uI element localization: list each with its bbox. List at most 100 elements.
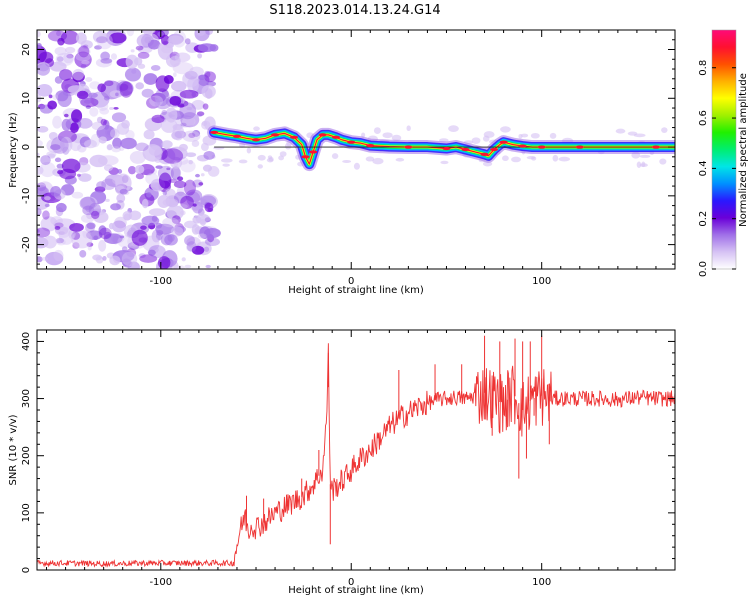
- noise-blob: [448, 125, 459, 133]
- spectrogram-y-axis-label: Frequency (Hz): [8, 112, 19, 188]
- noise-blob: [50, 144, 61, 151]
- noise-blob: [108, 222, 115, 230]
- y-tick-label: 300: [21, 389, 32, 408]
- noise-blob: [161, 140, 173, 149]
- noise-blob: [391, 134, 402, 142]
- noise-blob: [78, 173, 92, 182]
- noise-blob: [161, 109, 167, 116]
- noise-blob: [157, 256, 171, 269]
- noise-blob: [56, 163, 64, 169]
- noise-blob: [39, 161, 56, 178]
- noise-blob: [88, 202, 101, 217]
- snr-series: [37, 335, 675, 568]
- noise-blob: [37, 63, 51, 76]
- snr-x-axis-label: Height of straight line (km): [288, 585, 424, 596]
- noise-blob: [55, 207, 64, 217]
- noise-blob: [192, 203, 197, 207]
- noise-blob: [177, 156, 189, 165]
- noise-blob: [182, 130, 201, 142]
- noise-blob: [135, 45, 144, 51]
- noise-blob: [81, 60, 90, 65]
- noise-blob: [115, 92, 119, 97]
- noise-blob: [172, 61, 194, 75]
- noise-blob: [37, 196, 42, 202]
- noise-blob: [91, 121, 106, 131]
- noise-blob: [117, 169, 123, 174]
- noise-blob: [200, 173, 205, 177]
- noise-blob: [205, 264, 211, 269]
- colorbar-tick-label: 0.8: [698, 60, 709, 76]
- noise-blob: [253, 126, 260, 131]
- noise-blob: [126, 30, 135, 37]
- noise-blob: [37, 83, 53, 97]
- noise-blob: [148, 208, 166, 217]
- noise-blob: [178, 143, 188, 152]
- noise-blob: [185, 152, 197, 158]
- noise-blob: [160, 118, 178, 133]
- noise-blob: [40, 216, 58, 232]
- noise-blob: [530, 132, 540, 139]
- colorbar-gradient: [712, 30, 736, 269]
- noise-blob: [37, 139, 43, 147]
- noise-blob: [615, 128, 626, 134]
- ridge-hotspot: [537, 145, 546, 149]
- noise-blob: [103, 233, 123, 244]
- noise-blob: [65, 46, 76, 54]
- noise-blob: [278, 155, 285, 161]
- noise-blob: [558, 156, 571, 162]
- noise-blob: [220, 158, 233, 163]
- noise-blob: [60, 30, 80, 45]
- noise-blob: [138, 253, 146, 259]
- noise-blob: [158, 172, 172, 189]
- noise-blob: [639, 154, 651, 158]
- noise-blob: [77, 173, 81, 177]
- x-tick-label: -100: [149, 577, 172, 588]
- noise-blob: [164, 188, 176, 198]
- noise-blob: [54, 46, 67, 56]
- y-tick-label: -10: [21, 188, 32, 204]
- noise-blob: [200, 215, 211, 222]
- noise-blob: [99, 107, 110, 115]
- noise-blob: [502, 155, 509, 162]
- noise-blob: [382, 132, 393, 139]
- noise-blob: [55, 237, 64, 244]
- noise-blob: [636, 161, 642, 168]
- noise-blob: [111, 220, 127, 233]
- noise-blob: [161, 148, 184, 164]
- noise-blob: [45, 251, 64, 266]
- noise-blob: [77, 118, 93, 129]
- noise-blob: [66, 54, 74, 59]
- y-tick-label: 10: [21, 92, 32, 105]
- noise-blob: [184, 264, 192, 269]
- noise-blob: [37, 207, 42, 216]
- noise-blob: [47, 30, 67, 42]
- noise-blob: [37, 43, 42, 49]
- noise-blob: [69, 134, 83, 152]
- noise-blob: [135, 173, 144, 180]
- noise-blob: [182, 70, 200, 88]
- noise-blob: [186, 241, 197, 252]
- noise-blob: [183, 179, 196, 196]
- noise-blob: [40, 155, 51, 166]
- noise-blob: [52, 115, 63, 129]
- noise-blob: [60, 136, 73, 153]
- noise-blob: [98, 136, 107, 144]
- y-tick-label: 200: [21, 446, 32, 465]
- noise-blob: [48, 132, 58, 140]
- noise-blob: [69, 222, 84, 232]
- noise-blob: [181, 257, 186, 262]
- noise-blob: [195, 173, 200, 178]
- noise-blob: [482, 135, 490, 142]
- noise-blob: [177, 265, 185, 269]
- noise-blob: [79, 250, 87, 258]
- noise-blob: [147, 249, 156, 256]
- noise-blob: [203, 151, 215, 160]
- noise-blob: [92, 254, 103, 261]
- noise-blob: [246, 147, 252, 154]
- noise-blob: [93, 99, 99, 104]
- colorbar-tick-label: 0.0: [698, 261, 709, 277]
- noise-blob: [80, 97, 99, 108]
- noise-blob: [103, 164, 114, 172]
- noise-blob: [87, 245, 92, 251]
- colorbar-tick-label: 0.6: [698, 110, 709, 126]
